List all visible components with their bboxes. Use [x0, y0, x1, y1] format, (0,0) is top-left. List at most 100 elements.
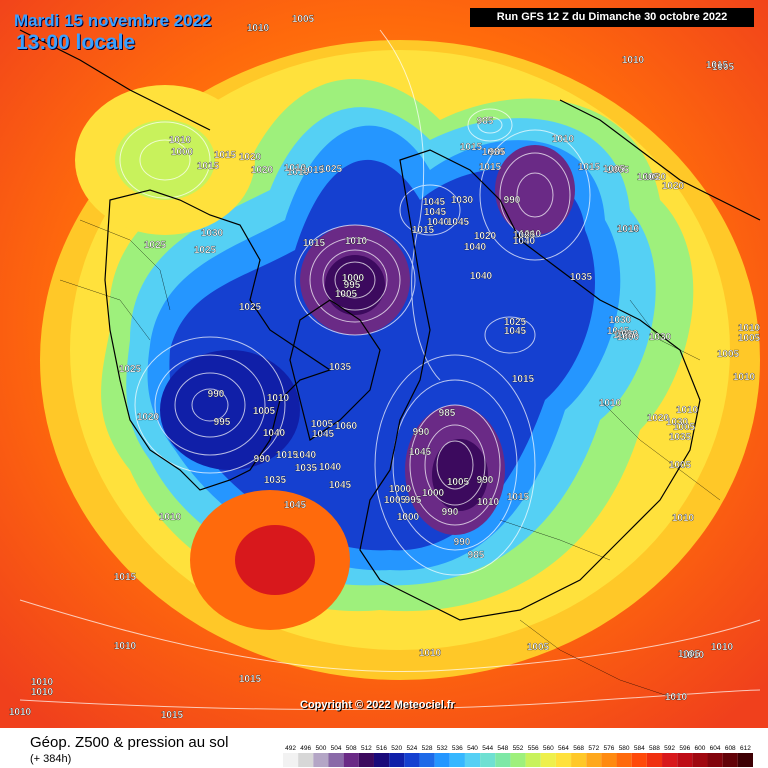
pressure-label: 990	[477, 475, 494, 486]
legend-tick-label: 572	[588, 745, 599, 752]
pressure-label: 1020	[662, 181, 685, 192]
pressure-label: 1015	[617, 224, 640, 235]
pressure-label: 1035	[570, 272, 593, 283]
pressure-label: 1005	[673, 422, 696, 433]
legend-tick-label: 552	[513, 745, 524, 752]
pressure-label: 1010	[552, 134, 575, 145]
low-core-greenland-inner	[325, 255, 385, 315]
legend-swatch	[722, 753, 738, 767]
pressure-label: 1020	[647, 413, 670, 424]
pressure-label: 1040	[513, 236, 536, 247]
pressure-label: 1005	[712, 62, 735, 73]
pressure-label: 1030	[201, 228, 224, 239]
legend-swatch	[404, 753, 420, 767]
pressure-label: 1005	[527, 642, 550, 653]
legend-swatch	[495, 753, 511, 767]
legend-tick-label: 604	[710, 745, 721, 752]
legend-tick-label: 508	[346, 745, 357, 752]
legend-tick-label: 612	[740, 745, 751, 752]
pressure-label: 1015	[512, 374, 535, 385]
pressure-label: 1035	[613, 330, 636, 341]
pressure-label: 1010	[482, 147, 505, 158]
legend-swatch	[662, 753, 678, 767]
legend-tick-label: 584	[634, 745, 645, 752]
pressure-label: 1010	[247, 23, 270, 34]
pressure-label: 1025	[320, 164, 343, 175]
pressure-label: 1025	[119, 364, 142, 375]
legend-swatch	[646, 753, 663, 767]
pressure-label: 1025	[239, 302, 262, 313]
legend-swatch	[313, 753, 329, 767]
pressure-label: 1010	[622, 55, 645, 66]
pressure-label: 1010	[738, 323, 761, 334]
legend-swatch	[480, 753, 496, 767]
pressure-label: 1015	[214, 150, 237, 161]
pressure-label: 1015	[197, 161, 220, 172]
pressure-label: 1015	[479, 162, 502, 173]
pressure-label: 1010	[682, 650, 705, 661]
legend-swatch	[358, 753, 374, 767]
low-core-siberia-inner	[432, 439, 488, 511]
pressure-label: 1030	[451, 195, 474, 206]
legend-swatch	[692, 753, 708, 767]
run-info: Run GFS 12 Z du Dimanche 30 octobre 2022	[470, 8, 754, 27]
pressure-label: 1000	[422, 488, 445, 499]
pressure-label: 1025	[194, 245, 217, 256]
legend-tick-label: 592	[664, 745, 675, 752]
pressure-label: 1010	[247, 23, 270, 34]
pressure-label: 1010	[267, 393, 290, 404]
pressure-label: 1010	[665, 692, 688, 703]
pressure-label: 1010	[672, 513, 695, 524]
pressure-label: 1020	[239, 152, 262, 163]
pressure-label: 1025	[144, 240, 167, 251]
pressure-label: 1045	[329, 480, 352, 491]
forecast-lead: (+ 384h)	[30, 753, 72, 765]
pressure-label: 1005	[603, 164, 626, 175]
legend-swatch	[464, 753, 481, 767]
pressure-label: 1010	[345, 236, 368, 247]
legend-swatch	[525, 753, 541, 767]
pressure-label: 1010	[9, 707, 32, 718]
legend-tick-label: 564	[558, 745, 569, 752]
pressure-label: 1010	[287, 167, 310, 178]
pressure-label: 1015	[412, 225, 435, 236]
legend-tick-label: 492	[285, 745, 296, 752]
pressure-label: 1010	[616, 329, 639, 340]
pressure-label: 1060	[335, 421, 358, 432]
low-core-pacific	[160, 350, 300, 470]
legend-swatch	[298, 753, 314, 767]
legend-tick-label: 576	[604, 745, 615, 752]
pressure-label: 1035	[669, 432, 692, 443]
pressure-label: 1005	[384, 495, 407, 506]
pressure-label: 1035	[264, 475, 287, 486]
legend-tick-label: 516	[376, 745, 387, 752]
legend-swatch	[571, 753, 587, 767]
legend-tick-label: 600	[695, 745, 706, 752]
legend-swatch	[631, 753, 647, 767]
legend-tick-label: 500	[315, 745, 326, 752]
pressure-label: 1015	[302, 165, 325, 176]
pressure-label: 1045	[312, 429, 335, 440]
pressure-label: 1000	[397, 512, 420, 523]
forecast-time: 13:00 locale	[16, 31, 136, 54]
legend-tick-label: 544	[482, 745, 493, 752]
pressure-label: 1040	[263, 428, 286, 439]
isobar-lines	[19, 29, 761, 710]
pressure-label: 1010	[419, 648, 442, 659]
pressure-label: 1015	[303, 238, 326, 249]
pressure-label: 1045	[504, 326, 527, 337]
pressure-label: 1025	[504, 317, 527, 328]
legend-tick-label: 568	[573, 745, 584, 752]
pressure-label: 1010	[31, 677, 54, 688]
copyright-text: Copyright © 2022 Meteociel.fr	[300, 699, 455, 711]
pressure-label: 1015	[507, 492, 530, 503]
pressure-label: 1020	[513, 230, 536, 241]
pressure-label: 1005	[637, 172, 660, 183]
pressure-label: 1045	[284, 500, 307, 511]
pressure-label: 1005	[717, 349, 740, 360]
pressure-label: 990	[442, 507, 459, 518]
pressure-label: 1045	[424, 207, 447, 218]
legend-swatch	[616, 753, 632, 767]
pressure-label: 1015	[239, 674, 262, 685]
